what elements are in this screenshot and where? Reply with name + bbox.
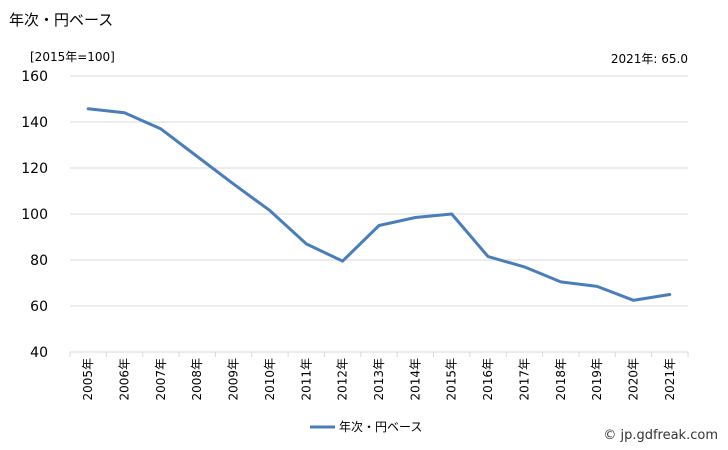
y-tick-label: 160 [21, 69, 48, 85]
x-tick-label: 2005年 [81, 358, 95, 401]
x-tick-label: 2016年 [481, 358, 495, 401]
y-tick-label: 120 [21, 161, 48, 177]
x-tick-label: 2014年 [408, 358, 422, 401]
legend: 年次・円ベース [310, 420, 422, 434]
x-tick-label: 2012年 [336, 358, 350, 401]
x-tick-label: 2010年 [263, 358, 277, 401]
x-tick-label: 2018年 [554, 358, 568, 401]
legend-label: 年次・円ベース [339, 420, 422, 434]
x-tick-label: 2006年 [118, 358, 132, 401]
y-tick-label: 40 [30, 345, 48, 361]
x-tick-label: 2015年 [445, 358, 459, 401]
x-tick-label: 2021年 [663, 358, 677, 401]
x-tick-label: 2008年 [190, 358, 204, 401]
grid-lines [70, 75, 688, 353]
series-line [86, 107, 672, 302]
unit-label: [2015年=100] [30, 50, 115, 64]
x-tick-label: 2011年 [299, 358, 313, 401]
y-tick-label: 80 [30, 253, 48, 269]
x-tick-label: 2017年 [517, 358, 531, 401]
y-tick-label: 60 [30, 299, 48, 315]
x-tick-label: 2009年 [227, 358, 241, 401]
chart-title: 年次・円ベース [9, 11, 114, 29]
latest-value-note: 2021年: 65.0 [610, 52, 688, 66]
x-tick-label: 2020年 [626, 358, 640, 401]
x-tick-labels: 2005年 2006年 2007年 2008年 2009年 2010年 2011年 2012年… [81, 358, 677, 401]
series-lines [86, 107, 672, 302]
x-tick-label: 2007年 [154, 358, 168, 401]
y-tick-label: 140 [21, 115, 48, 131]
axes [69, 351, 689, 357]
x-tick-label: 2019年 [590, 358, 604, 401]
x-tick-label: 2013年 [372, 358, 386, 401]
y-tick-label: 100 [21, 207, 48, 223]
source-credit: © jp.gdfreak.com [603, 428, 718, 443]
y-tick-labels: 40 60 80 100 120 140 160 [21, 69, 48, 361]
